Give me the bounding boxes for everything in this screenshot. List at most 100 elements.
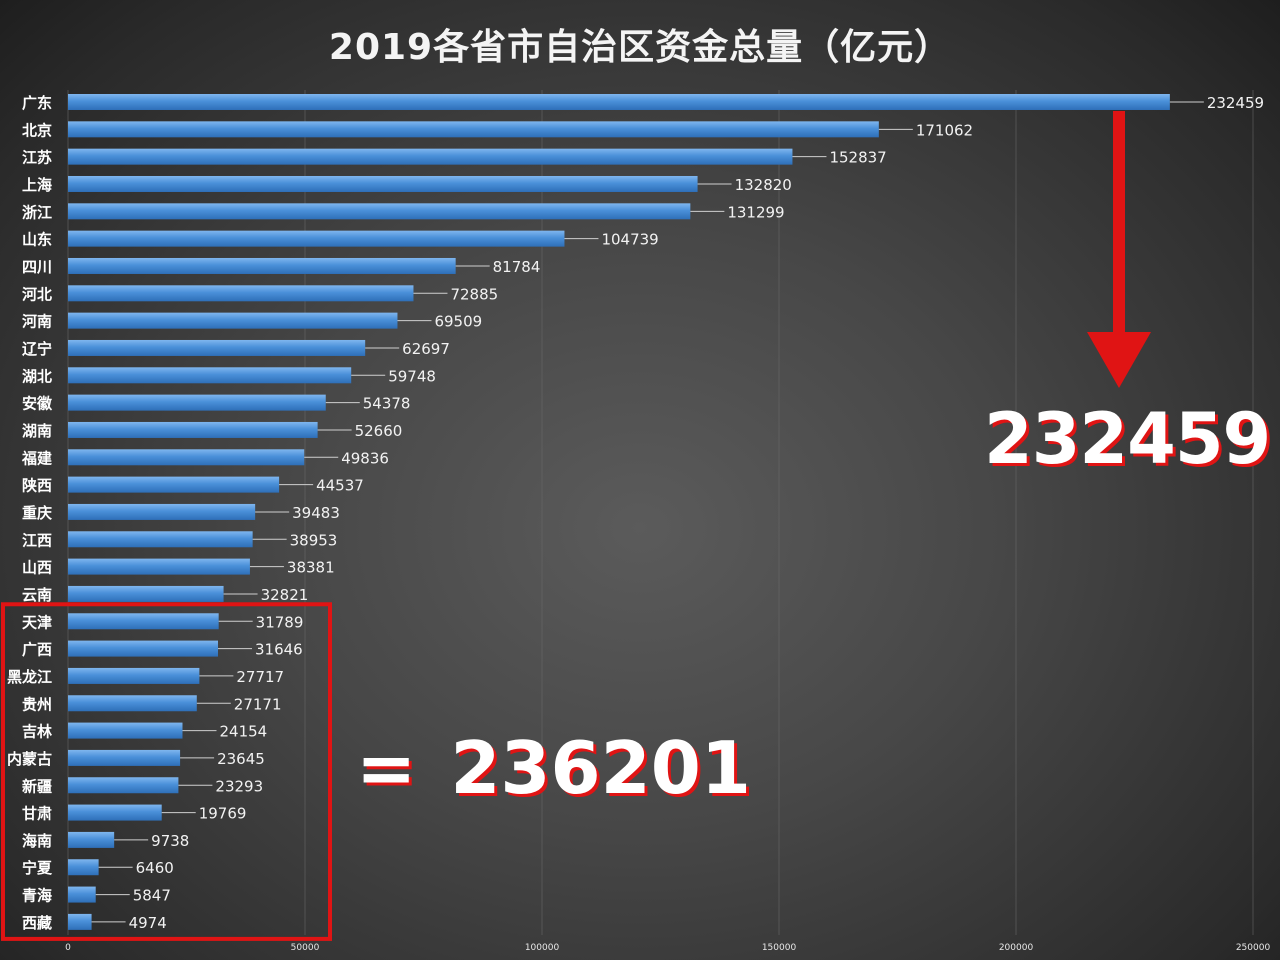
x-axis-ticks: 0 50000 100000 150000 200000 250000 <box>65 943 1270 953</box>
bar <box>68 175 698 192</box>
bar <box>68 777 179 794</box>
category-labels: 广东北京江苏上海浙江山东四川河北河南辽宁湖北安徽湖南福建陕西重庆江西山西云南天津… <box>7 94 53 932</box>
x-tick-label: 50000 <box>291 943 320 953</box>
value-label: 52660 <box>355 422 403 440</box>
value-label: 38381 <box>287 559 335 577</box>
category-label: 湖南 <box>22 422 52 440</box>
bar <box>68 148 793 165</box>
x-tick-label: 100000 <box>525 943 560 953</box>
value-label: 131299 <box>727 203 784 221</box>
value-label: 59748 <box>388 367 436 385</box>
arrow-shaft <box>1113 111 1125 343</box>
bar <box>68 94 1170 110</box>
category-label: 黑龙江 <box>7 668 52 686</box>
value-label: 27717 <box>236 668 284 686</box>
value-label: 24154 <box>219 723 267 741</box>
category-label: 青海 <box>22 887 52 905</box>
value-label: 32821 <box>261 586 309 604</box>
bar <box>68 312 398 329</box>
arrow-head <box>1087 332 1151 388</box>
value-label: 44537 <box>316 477 364 495</box>
value-label: 72885 <box>450 285 498 303</box>
bar <box>68 886 96 903</box>
category-label: 吉林 <box>22 723 53 741</box>
category-label: 内蒙古 <box>7 750 52 768</box>
value-labels: 232459 171062 152837 132820 131299 104739 8178… <box>91 94 1264 932</box>
category-label: 福建 <box>21 449 53 467</box>
value-label: 6460 <box>136 859 174 877</box>
category-label: 天津 <box>22 613 52 631</box>
category-label: 辽宁 <box>22 340 52 358</box>
bar <box>68 394 326 411</box>
bar <box>68 749 181 766</box>
bar <box>68 367 352 384</box>
bar <box>68 476 280 493</box>
bar <box>68 339 366 356</box>
category-label: 广东 <box>22 94 52 112</box>
bar <box>68 613 219 630</box>
value-label: 31789 <box>256 613 304 631</box>
value-label: 23293 <box>215 777 263 795</box>
value-label: 4974 <box>129 914 167 932</box>
value-label: 23645 <box>217 750 265 768</box>
category-label: 江西 <box>22 531 52 549</box>
category-label: 宁夏 <box>22 859 53 877</box>
category-label: 北京 <box>22 121 52 139</box>
value-label: 31646 <box>255 641 303 659</box>
category-label: 河北 <box>22 285 52 303</box>
category-label: 安徽 <box>22 395 53 413</box>
category-label: 广西 <box>22 641 52 659</box>
highlight-box <box>1 602 332 941</box>
bar <box>68 503 256 520</box>
value-label: 39483 <box>292 504 340 522</box>
bars <box>68 94 1170 930</box>
value-label: 171062 <box>916 121 973 139</box>
value-label: 132820 <box>735 176 792 194</box>
highlight-value-text: 232459 <box>984 398 1271 480</box>
value-label: 81784 <box>493 258 541 276</box>
sum-annotation: = 236201 <box>356 726 751 810</box>
category-label: 云南 <box>22 586 52 604</box>
chart-title: 2019各省市自治区资金总量（亿元） <box>328 27 952 68</box>
bar <box>68 421 318 438</box>
value-label: 62697 <box>402 340 450 358</box>
bar <box>68 257 456 274</box>
bar <box>68 285 414 302</box>
equals-sign: = <box>356 726 417 810</box>
category-label: 西藏 <box>22 914 52 932</box>
value-label: 152837 <box>829 149 886 167</box>
bar <box>68 449 305 466</box>
category-label: 陕西 <box>22 477 52 495</box>
value-label: 38953 <box>290 531 338 549</box>
bar <box>68 695 197 712</box>
bar <box>68 230 565 247</box>
bar <box>68 667 200 684</box>
value-label: 9738 <box>151 832 189 850</box>
sum-value-text: 236201 <box>450 726 751 810</box>
bar <box>68 531 253 548</box>
x-tick-label: 250000 <box>1236 943 1271 953</box>
category-label: 江苏 <box>22 149 52 167</box>
bar <box>68 913 92 930</box>
value-label: 69509 <box>434 313 482 331</box>
category-label: 四川 <box>22 258 52 276</box>
bar <box>68 585 224 602</box>
value-label: 19769 <box>199 805 247 823</box>
bar <box>68 804 162 821</box>
category-label: 重庆 <box>22 504 52 522</box>
value-label: 27171 <box>234 695 282 713</box>
value-label: 49836 <box>341 449 389 467</box>
category-label: 贵州 <box>22 695 52 713</box>
bar <box>68 121 879 138</box>
bar <box>68 203 691 220</box>
value-label: 54378 <box>363 395 411 413</box>
annotations <box>1 111 1151 941</box>
bar <box>68 859 99 876</box>
value-label: 232459 <box>1207 94 1264 112</box>
x-tick-label: 200000 <box>999 943 1034 953</box>
value-label: 5847 <box>133 887 171 905</box>
x-tick-label: 150000 <box>762 943 797 953</box>
category-label: 上海 <box>22 176 52 194</box>
